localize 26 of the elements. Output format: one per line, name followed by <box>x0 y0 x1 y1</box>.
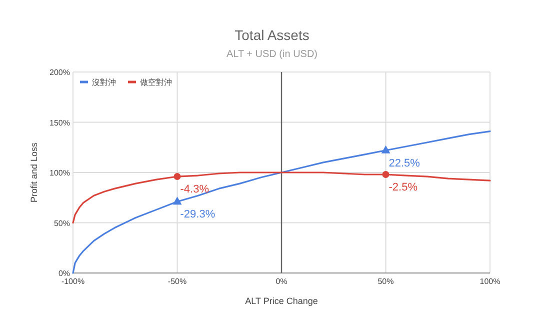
point <box>381 145 390 154</box>
x-tick-label: 100% <box>480 277 500 286</box>
y-tick-label: 0% <box>58 269 70 278</box>
y-axis-title: Profit and Loss <box>29 142 39 203</box>
line-series <box>72 130 491 274</box>
legend-label: 沒對沖 <box>92 78 116 87</box>
x-axis-title: ALT Price Change <box>245 296 318 306</box>
annotation: -29.3% <box>180 208 216 221</box>
y-tick-label: 150% <box>50 118 70 128</box>
y-tick-label: 50% <box>54 218 70 228</box>
point <box>174 173 181 180</box>
x-tick-label: 0% <box>276 277 288 286</box>
chart-subtitle: ALT + USD (in USD) <box>226 49 318 60</box>
point <box>382 171 390 178</box>
point <box>172 196 182 205</box>
y-tick-label: 200% <box>50 68 70 77</box>
x-tick-label: 50% <box>378 277 394 286</box>
x-tick-label: -50% <box>168 277 187 286</box>
annotation: 22.5% <box>388 157 420 170</box>
line-series <box>72 172 491 224</box>
annotation: -4.3% <box>180 184 210 196</box>
annotation: -2.5% <box>388 182 418 194</box>
legend-label: 做空對沖 <box>140 78 172 87</box>
chart-title: Total Assets <box>234 27 310 43</box>
x-tick-label: -100% <box>61 277 85 286</box>
y-tick-label: 100% <box>50 168 70 178</box>
